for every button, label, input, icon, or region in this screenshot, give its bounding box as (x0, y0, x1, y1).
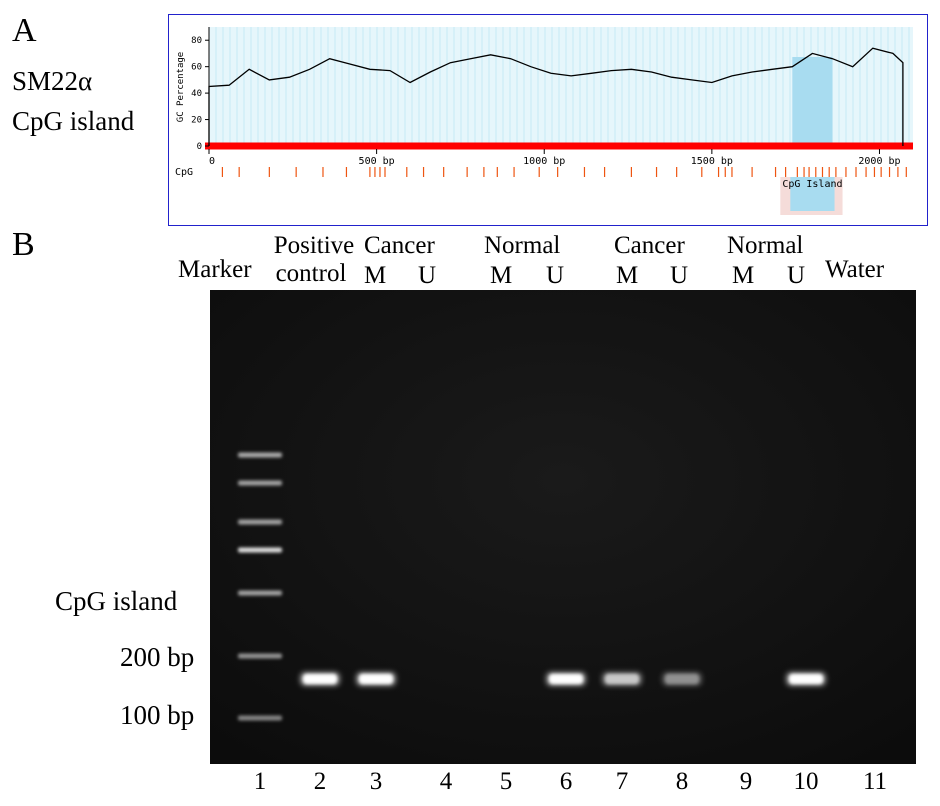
pcr-band (665, 674, 699, 684)
water-header: Water (825, 256, 885, 283)
ladder-band (238, 653, 282, 659)
lane10-u-header: U (787, 262, 806, 289)
ladder-band (238, 590, 282, 596)
x-tick-label: 500 bp (359, 156, 395, 167)
cpg-island-side-label: CpG island (12, 106, 135, 136)
plot-gridlines (215, 27, 910, 146)
pcr-band (303, 674, 337, 684)
y-tick-label: 0 (197, 142, 202, 152)
cpg-plot-frame: 0 20 40 60 80 GC Percentage 0 500 bp 1000 bp 15… (168, 14, 928, 226)
lane-number: 6 (559, 768, 573, 795)
lane6-u-header: U (546, 262, 565, 289)
y-tick-label: 40 (191, 89, 202, 99)
ladder-band (238, 519, 282, 525)
lane-number: 4 (439, 768, 453, 795)
marker-ladder (238, 452, 282, 721)
cpg-island-label: CpG Island (782, 179, 842, 190)
lane-number: 7 (615, 768, 629, 795)
gc-content-line (208, 47, 904, 146)
x-tick-label: 0 (209, 156, 215, 167)
y-axis-ticks: 0 20 40 60 80 (191, 36, 209, 152)
pcr-band (605, 674, 639, 684)
lane3-m-header: M (364, 262, 387, 289)
y-tick-label: 60 (191, 63, 202, 73)
lane-number: 9 (739, 768, 753, 795)
positive-header-line2: control (275, 260, 347, 287)
cancer-header-1: Cancer (364, 232, 435, 259)
gel-background (210, 290, 916, 764)
lane4-u-header: U (418, 262, 437, 289)
lane-number: 1 (253, 768, 267, 795)
pcr-band (549, 674, 583, 684)
marker-header: Marker (178, 256, 252, 283)
panel-a-letter: A (12, 12, 37, 49)
cpg-island-highlight (792, 57, 833, 147)
pcr-band (359, 674, 393, 684)
gc-percentage-chart: 0 20 40 60 80 GC Percentage 0 500 bp 1000 bp 15… (175, 27, 913, 215)
lane5-m-header: M (490, 262, 513, 289)
lane-number: 3 (369, 768, 383, 795)
bp100-label: 100 bp (120, 700, 195, 730)
x-tick-label: 1500 bp (691, 156, 733, 167)
lane-number: 5 (499, 768, 513, 795)
cancer-header-2: Cancer (614, 232, 685, 259)
lane9-m-header: M (732, 262, 755, 289)
island-label-box (790, 177, 835, 211)
cpg-island-band-label: CpG island (55, 586, 178, 616)
agarose-gel-image (210, 290, 916, 764)
lane-number: 10 (793, 768, 819, 795)
lane8-u-header: U (670, 262, 689, 289)
ladder-band (238, 480, 282, 486)
pcr-bands (300, 672, 826, 686)
cpg-site-track (221, 167, 907, 177)
lane-number: 2 (313, 768, 327, 795)
ladder-band (238, 452, 282, 458)
y-axis-label: GC Percentage (176, 52, 186, 122)
ladder-band (238, 715, 282, 721)
normal-header-2: Normal (727, 232, 804, 259)
y-tick-label: 20 (191, 116, 202, 126)
y-tick-label: 80 (191, 36, 202, 46)
x-tick-label: 2000 bp (858, 156, 900, 167)
panel-b-letter: B (12, 226, 35, 263)
x-tick-label: 1000 bp (523, 156, 565, 167)
lane-number: 11 (862, 768, 888, 795)
lane-number: 8 (675, 768, 689, 795)
x-axis-ticks: 0 500 bp 1000 bp 1500 bp 2000 bp (208, 149, 901, 167)
ladder-band (238, 547, 282, 553)
gene-name-label: SM22α (12, 66, 93, 96)
positive-header-line1: Positive (273, 232, 355, 259)
normal-header-1: Normal (484, 232, 561, 259)
cpg-track-label: CpG (175, 167, 193, 178)
pcr-band (789, 674, 823, 684)
bp200-label: 200 bp (120, 642, 195, 672)
lane7-m-header: M (616, 262, 639, 289)
